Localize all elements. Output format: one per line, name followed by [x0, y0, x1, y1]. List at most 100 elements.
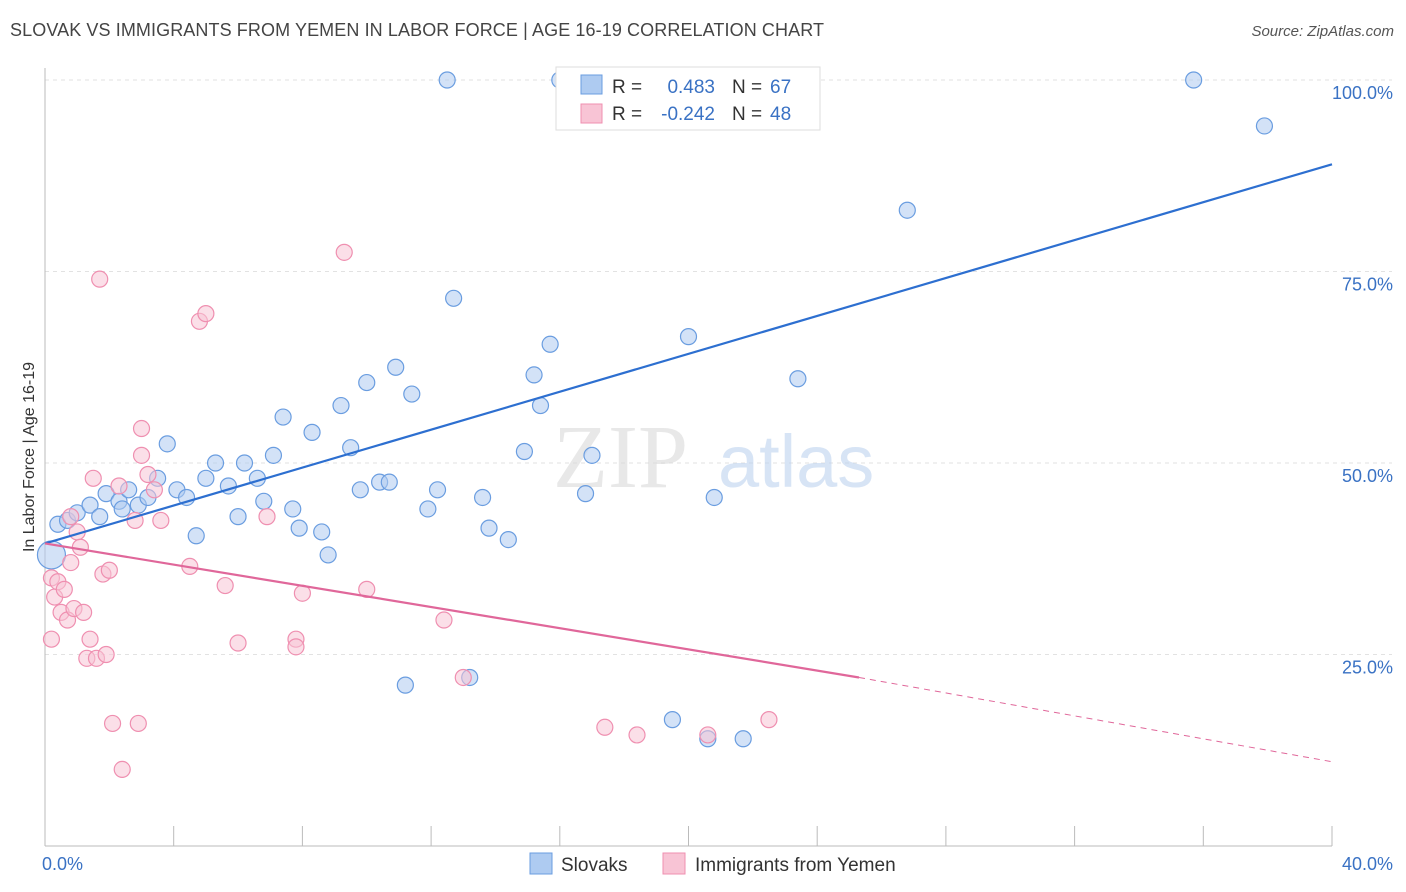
slovaks-point [679, 328, 698, 346]
trend-lines [44, 163, 1333, 763]
slovaks-point [445, 289, 463, 307]
slovaks-point [387, 358, 405, 376]
yemen-point [81, 630, 99, 648]
yemen-point [287, 638, 305, 656]
slovaks-point [734, 730, 752, 748]
yemen-point [760, 711, 778, 729]
slovaks-point [284, 500, 302, 518]
axes [44, 68, 1333, 847]
yemen-point [335, 243, 353, 261]
slovaks-point [206, 454, 225, 472]
yemen-trend-line [44, 542, 860, 679]
slovaks-point [438, 71, 456, 89]
yemen-point [454, 668, 472, 687]
yemen-point [91, 270, 109, 288]
slovaks-point [1255, 117, 1274, 135]
y-tick-label: 100.0% [1332, 83, 1393, 103]
yemen-point [62, 553, 80, 572]
legend-swatch-slovaks [529, 852, 553, 875]
slovaks-point [358, 373, 376, 392]
yemen-point [132, 446, 151, 464]
slovaks-trend-line [44, 163, 1333, 545]
slovaks-point [583, 446, 601, 464]
yemen-point [113, 760, 131, 779]
stats-n-label-slovaks: N = [732, 77, 762, 98]
stats-r-label-slovaks: R = [612, 77, 642, 98]
slovaks-point [91, 508, 109, 526]
yemen-point [699, 726, 717, 744]
yemen-point [435, 611, 453, 629]
yemen-point [216, 576, 234, 595]
y-tick-label: 50.0% [1342, 466, 1393, 486]
stats-n-value-slovaks: 67 [770, 77, 791, 98]
slovaks-point [789, 370, 807, 388]
stats-legend: R = 0.483 N = 67 R = -0.242 N = 48 [555, 66, 821, 131]
yemen-point [75, 603, 93, 621]
gridlines [45, 79, 1392, 655]
yemen-point [97, 645, 115, 664]
stats-r-value-yemen: -0.242 [661, 104, 715, 125]
stats-swatch-slovaks [580, 74, 603, 95]
yemen-point [596, 718, 614, 736]
stats-n-label-yemen: N = [732, 104, 762, 125]
slovaks-point [428, 481, 447, 499]
slovaks-point [525, 366, 543, 384]
yemen-point [258, 508, 276, 526]
y-tick-label: 75.0% [1342, 275, 1393, 295]
slovaks-point [473, 488, 492, 507]
slovaks-point [313, 523, 331, 541]
x-tick-marks [173, 826, 1333, 846]
legend-swatch-yemen [662, 852, 686, 875]
slovaks-point [663, 711, 682, 729]
slovaks-point [255, 492, 273, 510]
series-legend: Slovaks Immigrants from Yemen [529, 852, 896, 876]
yemen-point [103, 714, 122, 733]
yemen-point [110, 477, 128, 495]
slovaks-point [187, 527, 205, 545]
slovaks-point [290, 519, 308, 537]
stats-r-value-slovaks: 0.483 [667, 77, 715, 98]
slovaks-point [332, 396, 350, 415]
slovaks-point [380, 473, 398, 491]
y-tick-label: 25.0% [1342, 658, 1393, 678]
slovaks-point [81, 496, 99, 514]
slovaks-point [1185, 71, 1203, 89]
slovaks-point [274, 408, 292, 426]
slovaks-point [303, 423, 321, 441]
watermark-atlas: atlas [718, 420, 874, 503]
yemen-point [628, 726, 646, 744]
y-axis-title: In Labor Force | Age 16-19 [21, 362, 38, 552]
slovaks-point [97, 485, 115, 503]
slovaks-point [158, 435, 176, 453]
yemen-point [145, 481, 163, 499]
yemen-point [152, 511, 170, 530]
legend-label-yemen: Immigrants from Yemen [695, 855, 896, 876]
slovaks-point [113, 500, 131, 518]
slovaks-point [319, 546, 337, 564]
slovaks-point [705, 488, 723, 507]
y-tick-labels: 25.0% 50.0% 75.0% 100.0% [1332, 83, 1393, 678]
chart-title: SLOVAK VS IMMIGRANTS FROM YEMEN IN LABOR… [10, 20, 825, 40]
slovaks-point [197, 469, 215, 487]
stats-n-value-yemen: 48 [770, 104, 791, 125]
yemen-point [229, 634, 247, 652]
yemen-point [84, 469, 102, 487]
watermark-zip: ZIP [553, 408, 688, 507]
yemen-point [100, 561, 118, 579]
stats-r-label-yemen: R = [612, 104, 642, 125]
yemen-point [197, 305, 215, 323]
slovaks-point [229, 508, 247, 526]
slovaks-point [419, 500, 437, 518]
slovaks-point [898, 201, 916, 219]
slovaks-point [264, 446, 283, 464]
yemen-point [139, 465, 157, 484]
slovaks-point [351, 481, 369, 499]
slovaks-point [576, 485, 595, 503]
slovaks-point [403, 385, 421, 403]
yemen-point [129, 714, 147, 733]
slovaks-point [515, 442, 534, 461]
watermark: ZIP atlas [553, 408, 874, 507]
yemen-point [132, 419, 151, 438]
yemen-point [62, 508, 80, 526]
